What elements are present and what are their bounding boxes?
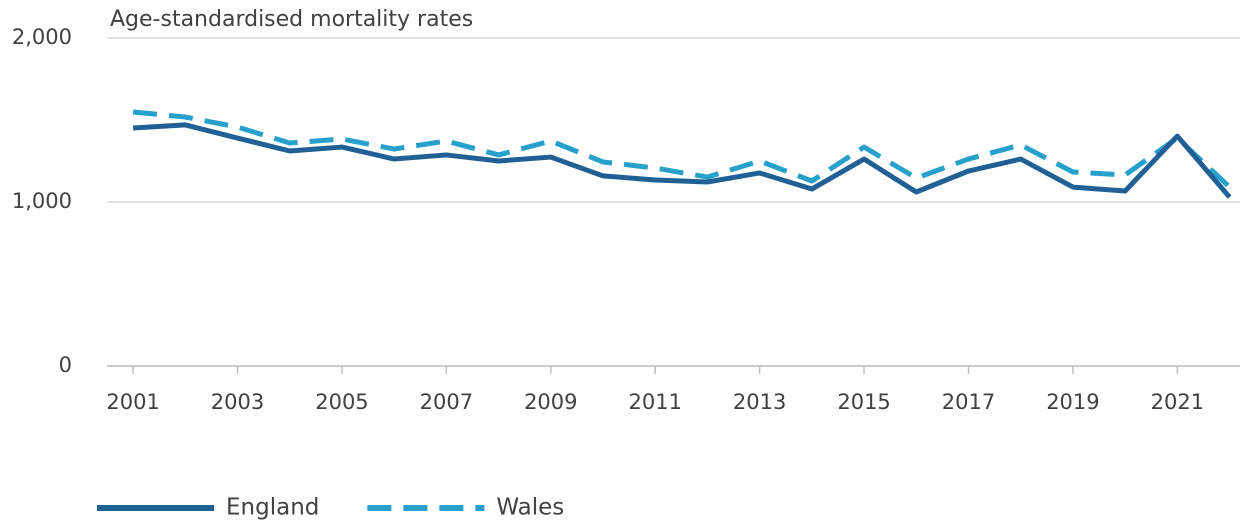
x-tick-label: 2015 bbox=[837, 390, 890, 414]
chart-title: Age-standardised mortality rates bbox=[110, 7, 473, 32]
x-tick-label: 2001 bbox=[106, 390, 159, 414]
legend-label: Wales bbox=[496, 495, 564, 521]
y-tick-label: 2,000 bbox=[12, 25, 72, 49]
x-tick-label: 2009 bbox=[524, 390, 577, 414]
x-tick-label: 2019 bbox=[1046, 390, 1099, 414]
y-tick-label: 1,000 bbox=[12, 189, 72, 213]
y-tick-label: 0 bbox=[59, 353, 72, 377]
x-tick-label: 2011 bbox=[628, 390, 681, 414]
series-line bbox=[132, 122, 1232, 199]
legend-label: England bbox=[226, 495, 319, 521]
x-tick-label: 2003 bbox=[211, 390, 264, 414]
x-tick-label: 2007 bbox=[420, 390, 473, 414]
x-tick-label: 2013 bbox=[733, 390, 786, 414]
series-line bbox=[132, 109, 1232, 189]
x-tick-label: 2017 bbox=[942, 390, 995, 414]
x-tick-label: 2021 bbox=[1151, 390, 1204, 414]
x-tick-label: 2005 bbox=[315, 390, 368, 414]
